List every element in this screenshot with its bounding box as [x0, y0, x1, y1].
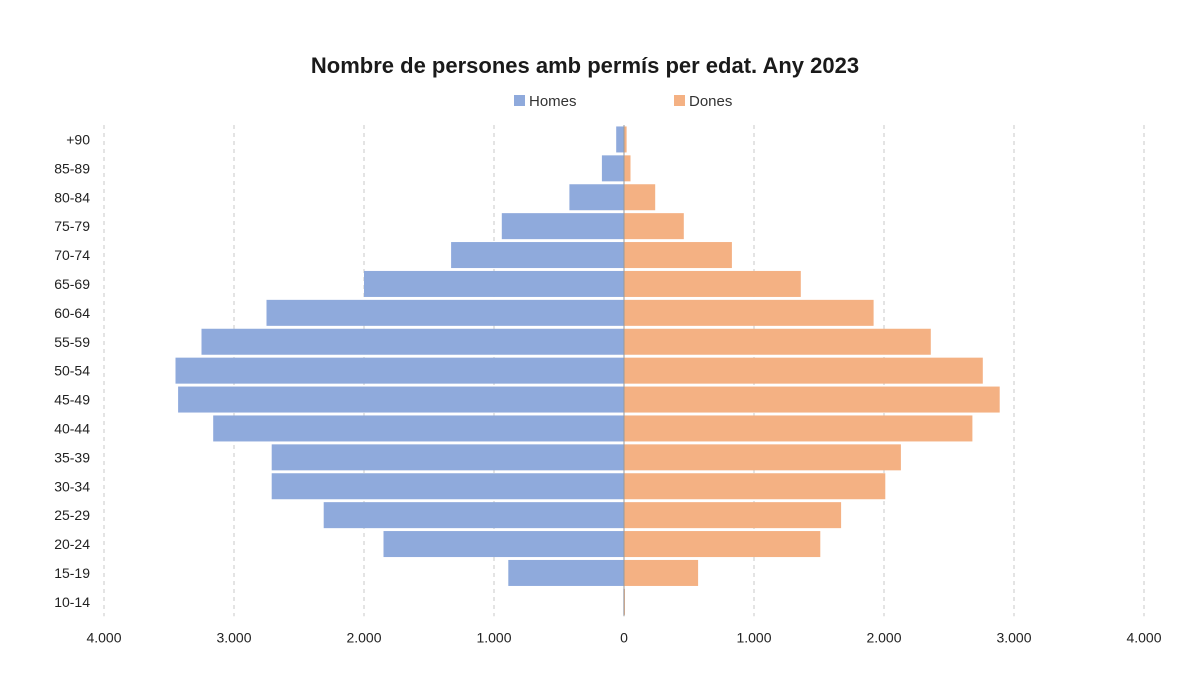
chart-title: Nombre de persones amb permís per edat. …: [311, 53, 859, 78]
bar-dones-60-64: [624, 299, 874, 326]
legend-swatch-homes: [514, 95, 525, 106]
category-label: 55-59: [54, 334, 90, 350]
bar-homes-20-24: [383, 531, 624, 558]
bar-homes-15-19: [508, 559, 624, 586]
x-tick-label: 4.000: [86, 629, 121, 645]
bar-homes-80-84: [569, 184, 624, 211]
x-tick-label: 2.000: [346, 629, 381, 645]
bar-homes-25-29: [323, 502, 624, 529]
bar-dones-65-69: [624, 270, 801, 297]
bar-dones-50-54: [624, 357, 983, 384]
bar-dones-30-34: [624, 473, 886, 500]
bar-dones-40-44: [624, 415, 973, 442]
bar-dones-20-24: [624, 531, 821, 558]
category-label: 25-29: [54, 507, 90, 523]
legend-swatch-dones: [674, 95, 685, 106]
x-tick-labels: 4.000 3.000 2.000 1.000 0 1.000 2.000 3.000 4.00…: [86, 629, 1161, 645]
x-tick-label: 4.000: [1126, 629, 1161, 645]
bars: [175, 126, 1000, 615]
bar-homes-40-44: [213, 415, 624, 442]
category-label: 50-54: [54, 363, 90, 379]
bar-dones-75-79: [624, 213, 684, 240]
bar-dones-85-89: [624, 155, 631, 182]
x-tick-label: 1.000: [736, 629, 771, 645]
category-label: 65-69: [54, 276, 90, 292]
category-label: 70-74: [54, 247, 90, 263]
bar-homes-+90: [616, 126, 624, 153]
category-label: 10-14: [54, 594, 90, 610]
category-label: 20-24: [54, 536, 90, 552]
bar-dones-+90: [624, 126, 627, 153]
category-label: 15-19: [54, 565, 90, 581]
legend-label-dones: Dones: [689, 93, 732, 110]
category-label: 60-64: [54, 305, 90, 321]
bar-homes-65-69: [364, 270, 624, 297]
category-label: 85-89: [54, 160, 90, 176]
bar-homes-35-39: [271, 444, 624, 471]
x-tick-label: 0: [620, 629, 628, 645]
category-label: +90: [66, 131, 90, 147]
bar-homes-70-74: [451, 242, 624, 269]
x-tick-label: 2.000: [866, 629, 901, 645]
bar-dones-15-19: [624, 559, 699, 586]
category-label: 75-79: [54, 218, 90, 234]
bar-homes-75-79: [501, 213, 624, 240]
x-tick-label: 3.000: [996, 629, 1031, 645]
category-label: 80-84: [54, 189, 90, 205]
bar-homes-55-59: [201, 328, 624, 355]
bar-homes-45-49: [178, 386, 624, 413]
bar-dones-25-29: [624, 502, 842, 529]
bar-homes-85-89: [601, 155, 624, 182]
category-label: 30-34: [54, 478, 90, 494]
category-label: 40-44: [54, 420, 90, 436]
legend: Homes Dones: [514, 93, 732, 110]
x-tick-label: 1.000: [476, 629, 511, 645]
bar-dones-45-49: [624, 386, 1000, 413]
bar-homes-30-34: [271, 473, 624, 500]
category-label: 35-39: [54, 449, 90, 465]
bar-homes-50-54: [175, 357, 624, 384]
bar-dones-70-74: [624, 242, 732, 269]
bar-dones-35-39: [624, 444, 901, 471]
bar-homes-60-64: [266, 299, 624, 326]
bar-dones-80-84: [624, 184, 656, 211]
category-labels: +90 85-89 80-84 75-79 70-74 65-69 60-64 55-59 50…: [54, 131, 90, 609]
x-tick-label: 3.000: [216, 629, 251, 645]
category-label: 45-49: [54, 392, 90, 408]
legend-label-homes: Homes: [529, 93, 577, 110]
bar-dones-55-59: [624, 328, 931, 355]
